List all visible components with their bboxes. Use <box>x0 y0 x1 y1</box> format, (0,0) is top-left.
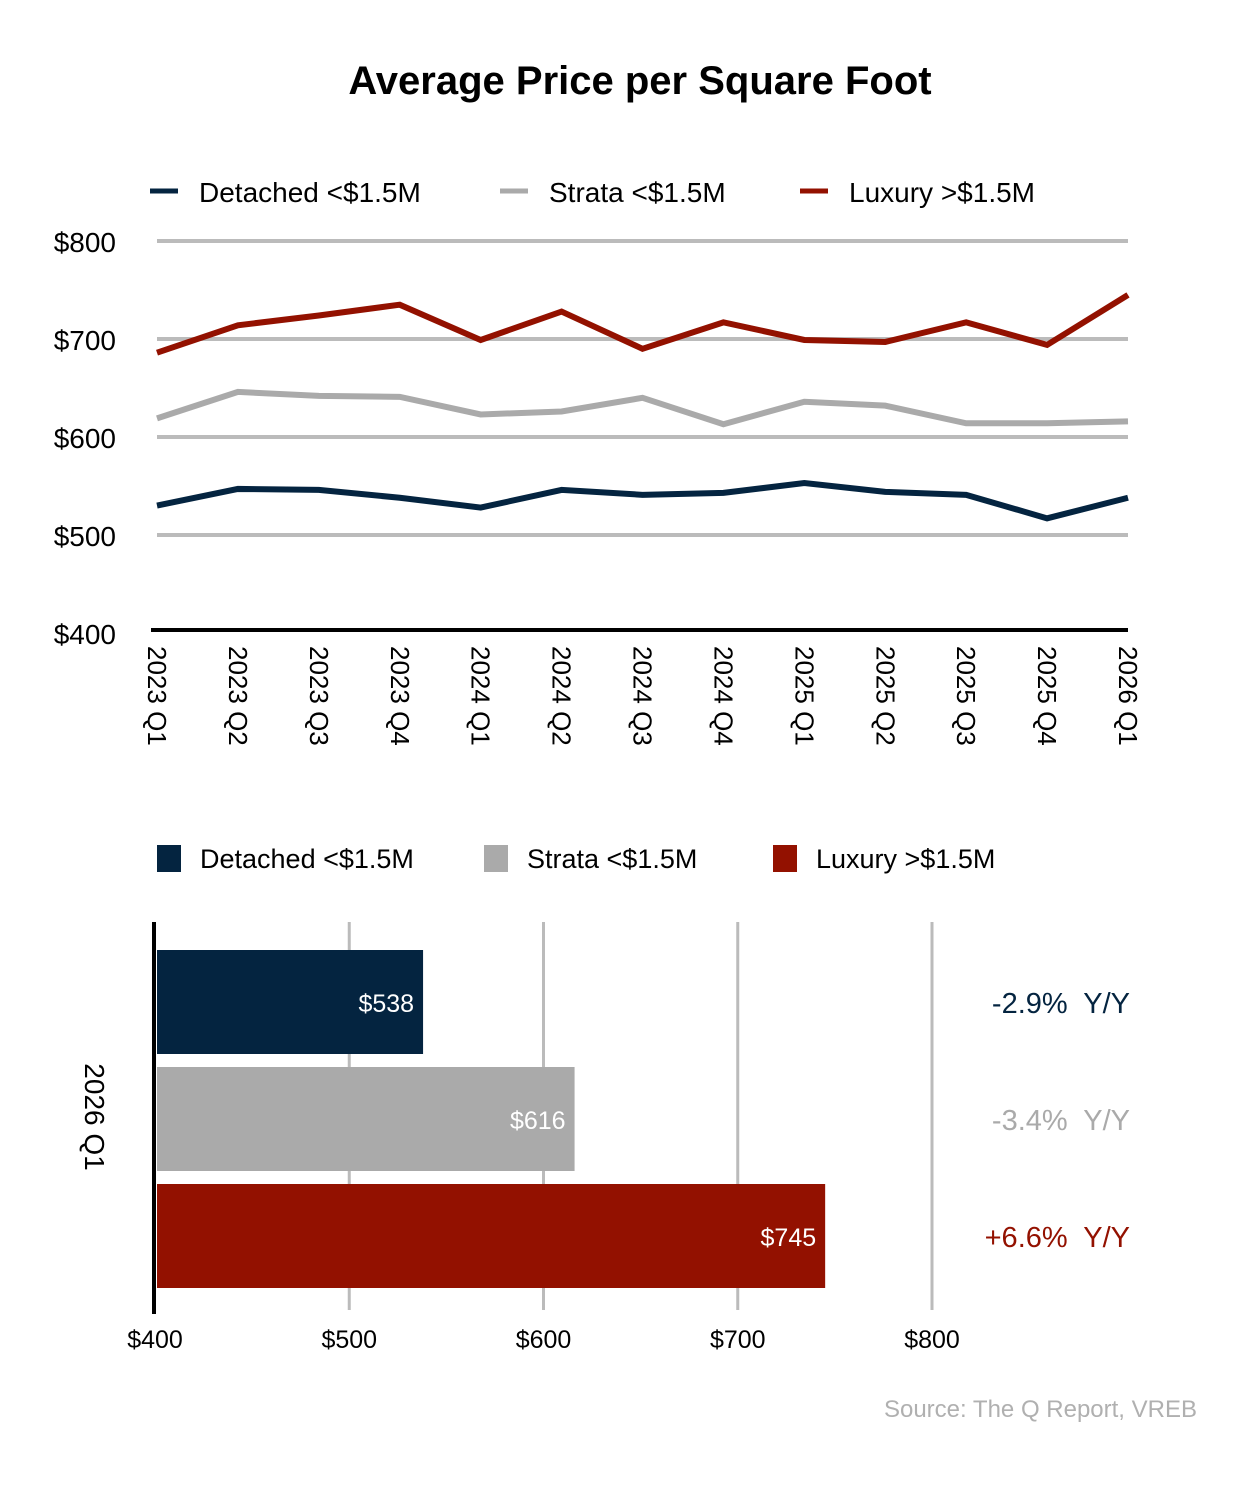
y-tick-label: $700 <box>54 325 116 356</box>
bar-value-label: $616 <box>510 1107 566 1135</box>
x-tick-label: 2024 Q3 <box>628 646 658 746</box>
legend-swatch <box>773 845 797 872</box>
bar-value-label: $538 <box>358 990 414 1018</box>
source-note: Source: The Q Report, VREB <box>884 1396 1197 1423</box>
y-tick-label: $500 <box>54 521 116 552</box>
legend-label: Strata <$1.5M <box>549 177 726 208</box>
x-tick-label: 2025 Q3 <box>951 646 981 746</box>
y-tick-label: $400 <box>54 619 116 650</box>
bar-legend: Detached <$1.5M Strata <$1.5M Luxury >$1.5… <box>157 844 995 874</box>
x-tick-label: 2025 Q2 <box>870 646 900 746</box>
legend-label: Strata <$1.5M <box>527 844 697 874</box>
series-line-strata <box>156 388 1129 428</box>
y-tick-label: $800 <box>54 227 116 258</box>
legend-label: Detached <$1.5M <box>200 844 414 874</box>
x-tick-label: 2025 Q1 <box>789 646 819 746</box>
line-legend: Detached <$1.5M Strata <$1.5M Luxury >$1.5… <box>150 177 1035 208</box>
yoy-change-label: +6.6% Y/Y <box>985 1222 1130 1254</box>
x-tick-label: 2024 Q1 <box>466 646 496 746</box>
y-category-label: 2026 Q1 <box>79 1063 110 1170</box>
legend-label: Detached <$1.5M <box>199 177 421 208</box>
x-tick-label: 2023 Q4 <box>385 646 415 746</box>
bar-luxury <box>157 1184 826 1288</box>
bar-strata <box>157 1067 575 1171</box>
x-tick-label: 2026 Q1 <box>1113 646 1143 746</box>
x-tick-label: 2023 Q1 <box>142 646 172 746</box>
chart-title: Average Price per Square Foot <box>348 59 931 103</box>
x-tick-label: 2023 Q3 <box>304 646 334 746</box>
y-tick-label: $600 <box>54 423 116 454</box>
bar-chart: $400 $500 $600 $700 $800 $538 -2.9% Y/Y $616 -3.… <box>79 922 1130 1354</box>
yoy-change-label: -3.4% Y/Y <box>992 1105 1130 1137</box>
x-tick-label: $500 <box>321 1326 377 1354</box>
x-tick-label: $600 <box>516 1326 572 1354</box>
x-tick-label: $400 <box>127 1326 183 1354</box>
x-tick-label: 2024 Q2 <box>547 646 577 746</box>
series-line-luxury <box>156 292 1130 356</box>
legend-label: Luxury >$1.5M <box>816 844 995 874</box>
legend-swatch <box>157 845 181 872</box>
line-chart: $400 $500 $600 $700 $800 2023 Q1 2023 Q2 2023 Q… <box>54 227 1143 746</box>
yoy-change-label: -2.9% Y/Y <box>992 988 1130 1020</box>
x-tick-label: 2023 Q2 <box>223 646 253 746</box>
bar-detached <box>157 950 424 1054</box>
legend-label: Luxury >$1.5M <box>849 177 1035 208</box>
x-tick-label: 2025 Q4 <box>1032 646 1062 746</box>
x-tick-label: $800 <box>904 1326 960 1354</box>
x-tick-label: 2024 Q4 <box>708 646 738 746</box>
series-line-detached <box>156 480 1129 522</box>
legend-swatch <box>484 845 508 872</box>
bar-value-label: $745 <box>761 1224 817 1252</box>
x-tick-label: $700 <box>710 1326 766 1354</box>
